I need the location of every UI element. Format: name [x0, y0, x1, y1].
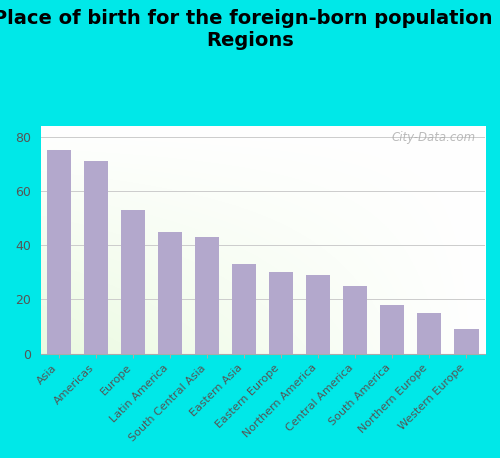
Text: Place of birth for the foreign-born population -
Regions: Place of birth for the foreign-born popu…: [0, 9, 500, 50]
Bar: [158, 232, 182, 354]
Bar: [380, 305, 404, 354]
Bar: [121, 210, 146, 354]
Bar: [270, 273, 293, 354]
Text: City-Data.com: City-Data.com: [392, 131, 476, 143]
Bar: [196, 237, 220, 354]
Bar: [418, 313, 442, 354]
Bar: [344, 286, 367, 354]
Bar: [454, 329, 478, 354]
Bar: [232, 264, 256, 354]
Bar: [47, 150, 72, 354]
Bar: [306, 275, 330, 354]
Bar: [84, 161, 108, 354]
